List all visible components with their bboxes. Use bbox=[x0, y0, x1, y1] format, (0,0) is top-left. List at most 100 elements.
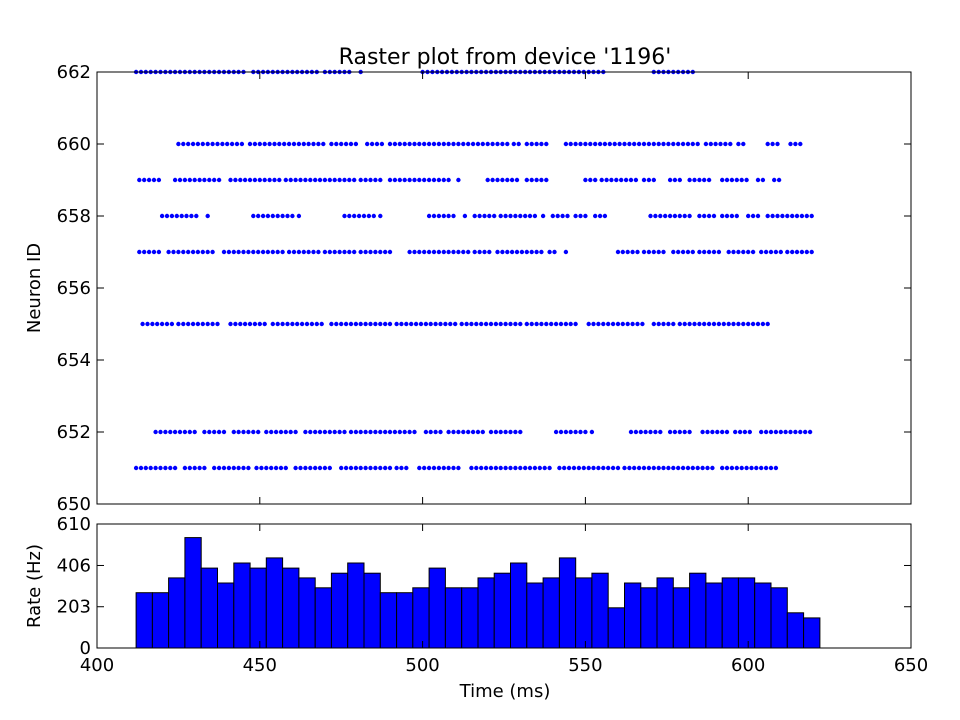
spike-point bbox=[301, 249, 306, 255]
spike-point bbox=[677, 177, 682, 183]
spike-point bbox=[182, 465, 188, 471]
spike-point bbox=[495, 141, 500, 147]
spike-point bbox=[259, 465, 264, 471]
spike-point bbox=[671, 249, 676, 255]
spike-point bbox=[635, 321, 640, 327]
spike-point bbox=[597, 213, 603, 219]
spike-point bbox=[676, 141, 681, 147]
spike-point bbox=[540, 213, 546, 219]
spike-point bbox=[524, 249, 529, 255]
spike-point bbox=[407, 177, 412, 183]
spike-point bbox=[667, 177, 673, 183]
spike-point bbox=[768, 465, 774, 471]
spike-point bbox=[456, 429, 461, 435]
spike-point bbox=[169, 213, 175, 219]
spike-point bbox=[527, 213, 533, 219]
spike-point bbox=[200, 249, 205, 255]
spike-point bbox=[197, 465, 202, 471]
spike-point bbox=[306, 249, 311, 255]
spike-point bbox=[518, 429, 523, 435]
spike-point bbox=[723, 141, 728, 147]
spike-point bbox=[737, 429, 743, 435]
spike-point bbox=[433, 429, 438, 435]
spike-point bbox=[212, 177, 217, 183]
rate-bar bbox=[249, 567, 267, 649]
spike-point bbox=[236, 249, 241, 255]
spike-point bbox=[744, 465, 749, 471]
spike-point bbox=[392, 177, 398, 183]
spike-point bbox=[422, 141, 427, 147]
spike-point bbox=[397, 177, 402, 183]
spike-point bbox=[262, 321, 267, 327]
spike-point bbox=[773, 249, 779, 255]
rate-bar bbox=[672, 587, 691, 649]
spike-point bbox=[695, 141, 700, 147]
spike-point bbox=[783, 429, 788, 435]
spike-point bbox=[181, 249, 186, 255]
spike-point bbox=[706, 249, 712, 255]
spike-point bbox=[220, 141, 225, 147]
spike-point bbox=[747, 429, 752, 435]
rate-bar bbox=[200, 567, 218, 649]
spike-point bbox=[436, 465, 442, 471]
spike-point bbox=[466, 429, 471, 435]
spike-point bbox=[352, 213, 357, 219]
spike-point bbox=[809, 213, 814, 219]
spike-point bbox=[671, 141, 676, 147]
spike-point bbox=[470, 141, 476, 147]
spike-point bbox=[413, 321, 419, 327]
spike-point bbox=[768, 249, 774, 255]
spike-point bbox=[190, 321, 196, 327]
spike-point bbox=[190, 249, 196, 255]
spike-point bbox=[200, 321, 205, 327]
spike-point bbox=[599, 177, 604, 183]
spike-point bbox=[697, 249, 702, 255]
spike-point bbox=[299, 321, 305, 327]
spike-point bbox=[682, 321, 687, 327]
spike-point bbox=[164, 213, 170, 219]
spike-point bbox=[397, 141, 402, 147]
rate-x-tick-label: 550 bbox=[568, 655, 602, 676]
spike-point bbox=[327, 465, 332, 471]
spike-point bbox=[451, 429, 456, 435]
spike-point bbox=[708, 141, 713, 147]
spike-point bbox=[648, 429, 653, 435]
spike-point bbox=[348, 429, 354, 435]
spike-point bbox=[718, 141, 723, 147]
spike-point bbox=[343, 321, 349, 327]
spike-point bbox=[246, 249, 251, 255]
spike-point bbox=[433, 321, 438, 327]
spike-point bbox=[676, 465, 681, 471]
spike-point bbox=[192, 429, 197, 435]
spike-point bbox=[456, 249, 461, 255]
spike-point bbox=[754, 465, 759, 471]
spike-point bbox=[156, 249, 162, 255]
spike-point bbox=[703, 141, 709, 147]
spike-point bbox=[750, 249, 756, 255]
spike-point bbox=[348, 465, 354, 471]
spike-point bbox=[283, 465, 288, 471]
spike-point bbox=[192, 177, 197, 183]
spike-point bbox=[446, 249, 451, 255]
spike-point bbox=[358, 177, 363, 183]
rate-y-tick-label: 0 bbox=[80, 638, 91, 659]
spike-point bbox=[190, 141, 196, 147]
spike-point bbox=[653, 429, 658, 435]
spike-point bbox=[790, 249, 795, 255]
rate-y-tick-label: 610 bbox=[57, 514, 91, 535]
spike-point bbox=[228, 321, 233, 327]
spike-point bbox=[508, 429, 513, 435]
spike-point bbox=[459, 321, 464, 327]
spike-point bbox=[480, 141, 485, 147]
spike-point bbox=[469, 321, 474, 327]
spike-point bbox=[137, 249, 142, 255]
spike-point bbox=[724, 465, 730, 471]
spike-point bbox=[317, 465, 323, 471]
spike-point bbox=[182, 429, 188, 435]
spike-point bbox=[636, 465, 642, 471]
spike-point bbox=[705, 429, 710, 435]
spike-point bbox=[256, 213, 261, 219]
spike-point bbox=[426, 465, 432, 471]
spike-point bbox=[648, 213, 653, 219]
